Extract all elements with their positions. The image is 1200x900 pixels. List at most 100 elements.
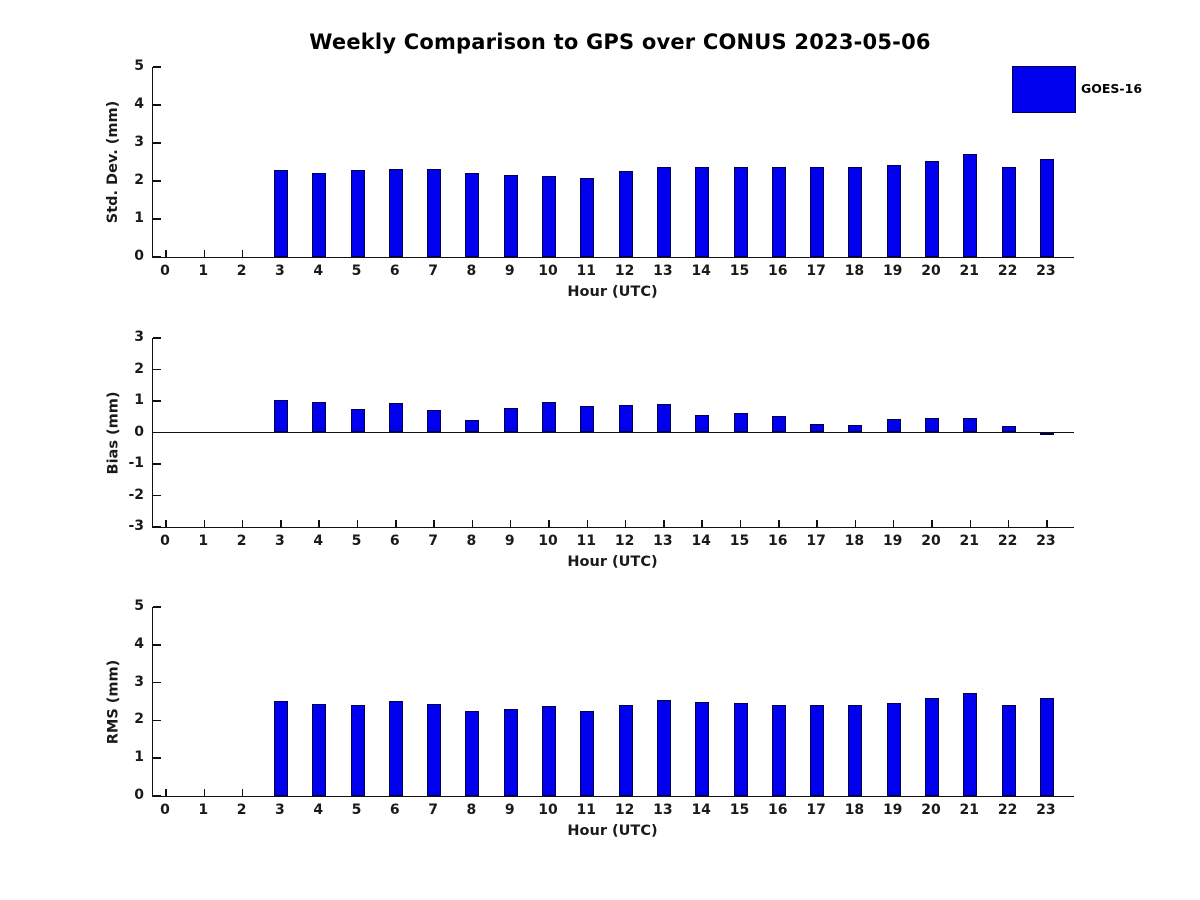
x-tick: [395, 520, 397, 527]
x-tick-label: 23: [1036, 533, 1056, 549]
bar-hour-16: [771, 704, 786, 796]
y-tick: [153, 337, 161, 339]
bar-hour-5: [350, 408, 365, 433]
x-tick: [509, 520, 512, 527]
x-tick: [280, 520, 282, 527]
y-tick-label: 3: [134, 134, 144, 150]
bar-hour-19: [886, 165, 901, 257]
x-tick: [663, 520, 665, 527]
bar-hour-12: [618, 705, 633, 796]
y-tick-label: 1: [134, 210, 144, 226]
bar-hour-13: [656, 167, 671, 257]
x-tick-label: 6: [389, 802, 400, 818]
bar-hour-21: [963, 154, 978, 257]
bar-hour-21: [963, 693, 978, 796]
bar-hour-11: [580, 710, 595, 796]
x-tick: [586, 520, 589, 527]
bar-hour-13: [656, 404, 671, 433]
bar-hour-14: [695, 166, 710, 257]
x-tick-label: 1: [198, 802, 209, 818]
y-tick-label: 4: [134, 96, 144, 112]
x-tick: [241, 789, 244, 796]
y-tick: [153, 606, 161, 608]
bar-hour-6: [388, 168, 403, 257]
x-tick: [318, 520, 320, 527]
x-tick-label: 11: [576, 533, 597, 549]
x-tick: [165, 520, 167, 527]
y-tick-label: 0: [134, 787, 144, 803]
x-tick-label: 12: [614, 533, 635, 549]
x-tick: [356, 520, 359, 527]
x-tick-label: 14: [691, 802, 711, 818]
x-tick-label: 19: [882, 533, 903, 549]
x-tick: [1046, 520, 1048, 527]
y-tick: [153, 256, 161, 258]
y-tick-label: 4: [134, 635, 144, 652]
x-tick-label: 2: [236, 802, 247, 818]
y-tick-label: 5: [134, 58, 144, 74]
bar-hour-11: [580, 177, 595, 257]
x-tick-label: 3: [275, 802, 285, 818]
bar-hour-15: [733, 167, 748, 257]
plot-area-rms: [152, 606, 1074, 797]
x-tick-label: 15: [729, 533, 750, 549]
x-tick-label: 13: [653, 263, 673, 279]
x-tick: [203, 520, 206, 527]
bar-hour-10: [542, 706, 556, 796]
x-tick-label: 18: [844, 263, 865, 279]
bar-hour-4: [312, 704, 327, 796]
bar-hour-9: [503, 174, 518, 257]
x-tick: [548, 520, 550, 527]
x-tick-label: 5: [351, 263, 362, 279]
y-tick-label: 5: [134, 598, 144, 614]
x-tick-label: 16: [768, 802, 788, 818]
y-tick-label: 0: [134, 248, 144, 264]
bar-hour-23: [1039, 698, 1054, 796]
y-tick: [153, 795, 161, 797]
bar-hour-9: [503, 407, 518, 433]
y-tick: [153, 526, 161, 528]
bar-hour-17: [810, 423, 825, 433]
x-tick-label: 1: [198, 533, 209, 549]
x-tick: [854, 520, 857, 527]
x-tick-label: 3: [275, 533, 285, 549]
x-tick: [203, 250, 206, 257]
bar-hour-13: [656, 699, 671, 796]
subplot-rms: RMS (mm) Hour (UTC) 0 1 2 3 4 5 0 1 2 3 4 5 6 7 8 9 10 11…: [0, 598, 1200, 856]
x-tick-label: 21: [959, 802, 980, 818]
legend-label: GOES-16: [1081, 81, 1143, 96]
x-tick: [931, 520, 933, 527]
x-tick-label: 4: [313, 263, 324, 279]
x-tick: [471, 520, 474, 527]
x-tick-label: 18: [844, 533, 865, 549]
x-tick-label: 2: [236, 263, 247, 279]
x-tick-label: 5: [351, 802, 362, 818]
x-tick-label: 0: [160, 802, 170, 818]
x-tick: [1007, 520, 1010, 527]
bar-hour-23: [1039, 432, 1054, 435]
bar-hour-17: [810, 704, 825, 796]
bar-hour-8: [465, 420, 480, 433]
x-tick-label: 16: [768, 533, 788, 549]
x-tick-label: 8: [466, 802, 477, 818]
bar-hour-21: [963, 417, 978, 433]
x-tick-label: 6: [389, 263, 400, 279]
x-tick-label: 0: [160, 533, 170, 549]
x-tick-label: 10: [538, 263, 558, 279]
y-tick: [153, 644, 161, 646]
y-tick-label: 0: [134, 423, 144, 440]
x-tick-label: 13: [653, 533, 673, 549]
bar-hour-7: [427, 409, 442, 433]
bar-hour-16: [771, 416, 786, 433]
bar-hour-20: [925, 417, 939, 433]
x-tick-label: 20: [921, 802, 941, 818]
plot-area-std-dev: [152, 66, 1074, 258]
x-tick-label: 8: [466, 263, 477, 279]
x-tick: [165, 789, 167, 796]
y-tick: [153, 218, 161, 220]
x-tick: [778, 520, 780, 527]
x-tick-label: 20: [921, 263, 941, 279]
bar-hour-15: [733, 412, 748, 433]
x-tick: [165, 250, 167, 257]
bar-hour-6: [388, 701, 403, 796]
